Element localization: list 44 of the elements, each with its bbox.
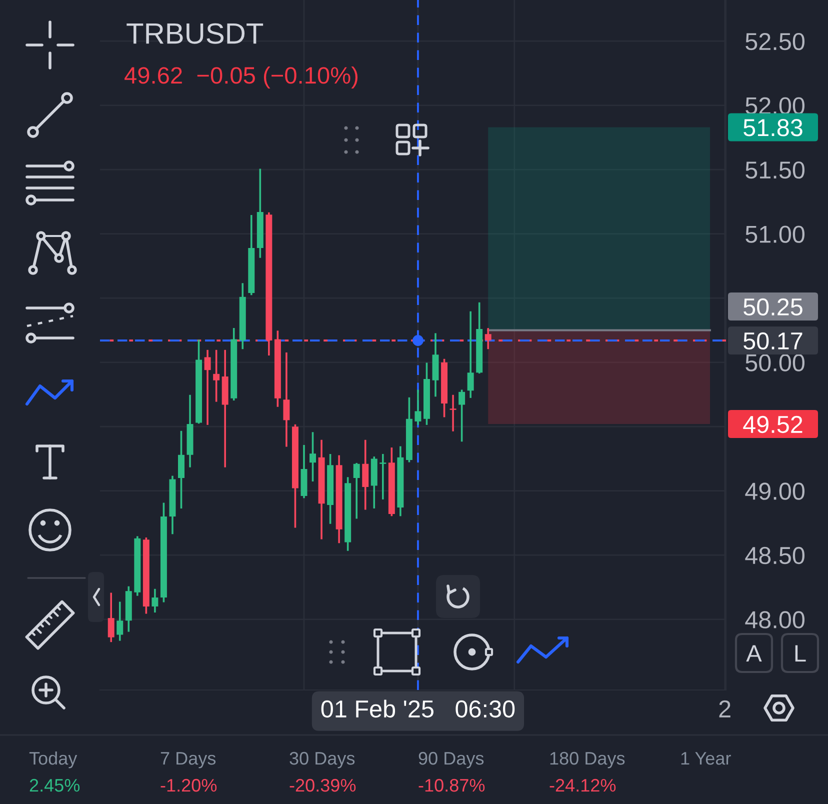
candlestick	[467, 311, 474, 398]
text: -24.12%	[550, 778, 616, 792]
ref-line-label: 50.25	[744, 298, 802, 316]
text: 30 Days	[290, 752, 355, 768]
candlestick	[178, 430, 184, 508]
band-label: 51.83	[744, 119, 802, 136]
y-tick-label: 51.00	[746, 226, 804, 243]
ref-line-label: 50.17	[744, 332, 802, 350]
candlestick	[450, 394, 456, 432]
candlestick	[353, 462, 360, 519]
candlestick	[484, 328, 492, 350]
text: 1 Year	[681, 752, 731, 765]
text: 7 Days	[160, 752, 216, 768]
text: 90 Days	[418, 752, 484, 768]
text: -1.20%	[160, 778, 217, 792]
candlestick	[414, 390, 422, 425]
candlestick	[362, 440, 369, 510]
y-tick-label: 52.50	[746, 32, 804, 50]
candlestick	[204, 350, 211, 425]
candlestick	[213, 350, 220, 402]
candlestick	[108, 592, 114, 642]
text: -10.87%	[418, 778, 485, 792]
text: TRBUSDT	[126, 23, 264, 44]
candlestick	[283, 352, 290, 447]
candlestick	[116, 602, 124, 641]
text: 49.62 −0.05 (−0.10%)	[124, 66, 358, 88]
text: L	[795, 645, 806, 662]
x-tick-label: 2	[719, 700, 730, 718]
text: A	[746, 645, 762, 662]
text: Today	[29, 751, 78, 768]
candlestick	[380, 454, 386, 500]
y-tick-label: 49.00	[745, 482, 804, 500]
text: 2.45%	[30, 778, 80, 792]
y-tick-label: 48.00	[745, 611, 804, 628]
candlestick	[458, 390, 466, 442]
y-tick-label: 51.50	[746, 161, 804, 179]
band-label: 49.52	[743, 416, 802, 434]
candlestick	[152, 588, 158, 613]
text: 180 Days	[550, 752, 625, 768]
y-tick-label: 48.50	[745, 546, 804, 564]
text: -20.39%	[290, 778, 356, 792]
y-tick-label: 50.00	[746, 354, 804, 372]
x-tick-label: 01 Feb '25 06:30	[321, 700, 515, 718]
candlestick	[310, 432, 316, 482]
